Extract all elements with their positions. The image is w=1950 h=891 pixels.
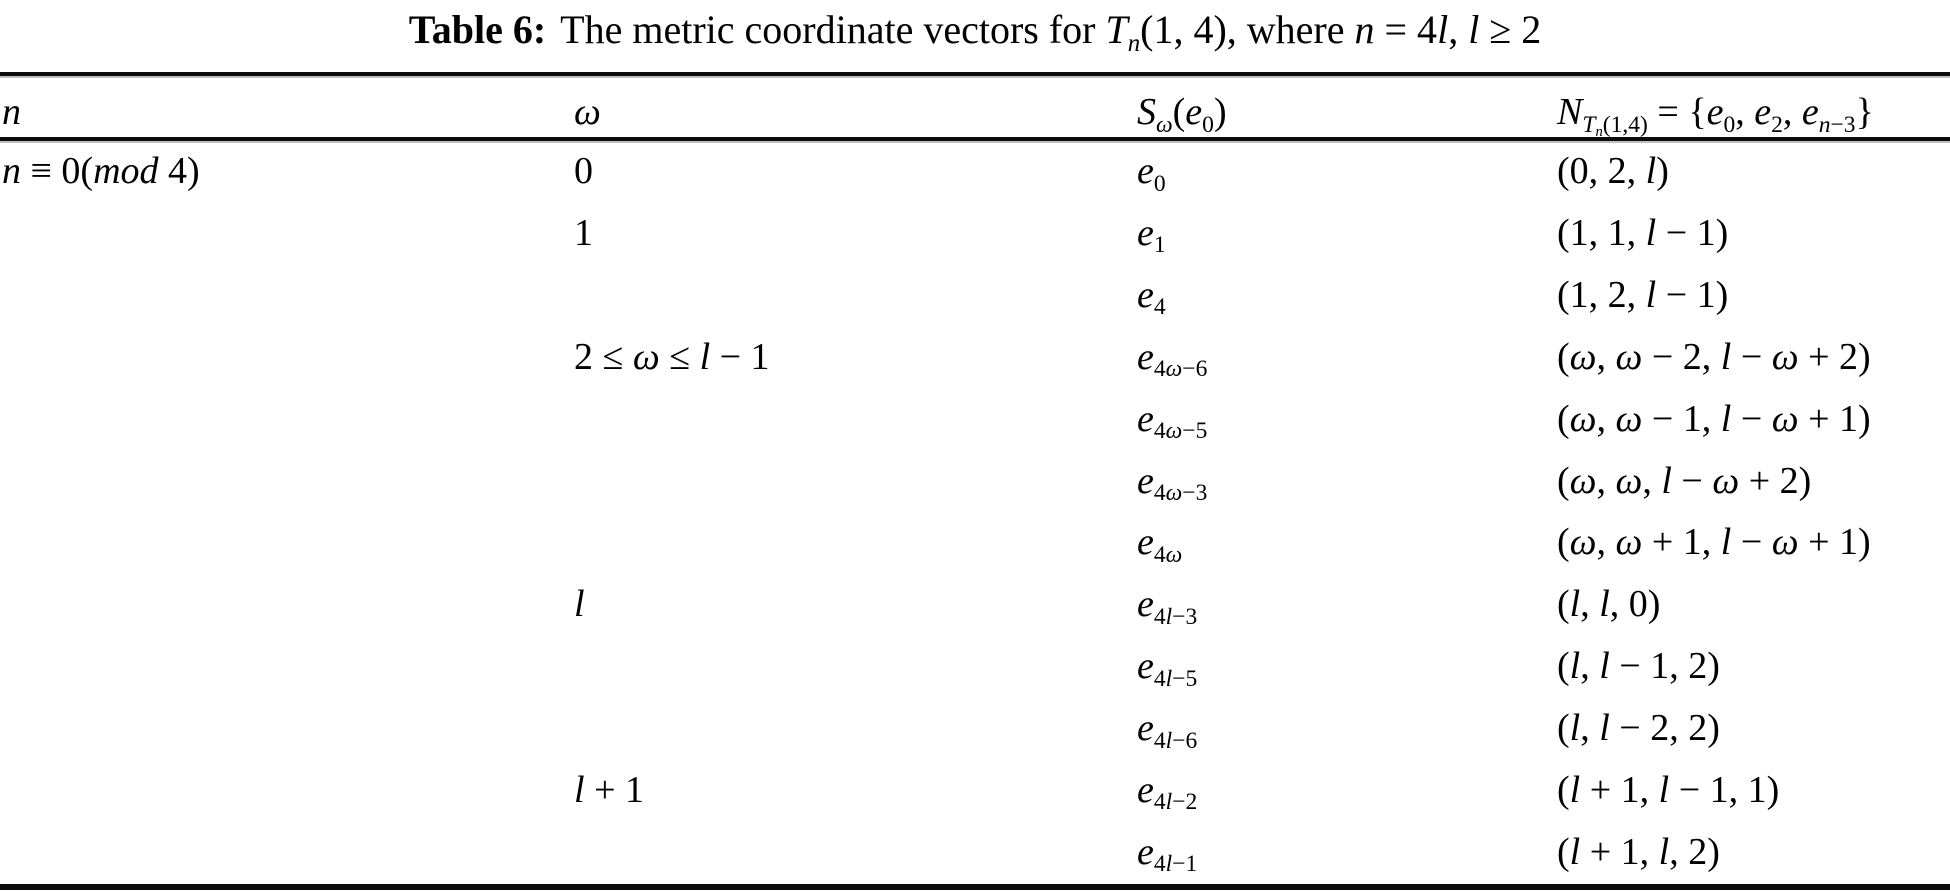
table-caption: Table 6: The metric coordinate vectors fo… bbox=[0, 1, 1950, 59]
table-cell-s-omega-e0: e4ω−5 bbox=[1137, 397, 1208, 445]
table-cell-metric-vector: (ω, ω + 1, l − ω + 1) bbox=[1557, 521, 1871, 564]
table-row: l + 1 e4l−2 (l + 1, l − 1, 1) bbox=[0, 760, 1950, 822]
table-cell-s-omega-e0: e4l−6 bbox=[1137, 707, 1198, 754]
table-row: e4l−5 (l, l − 1, 2) bbox=[0, 636, 1950, 698]
table-cell-metric-vector: (ω, ω − 1, l − ω + 1) bbox=[1557, 397, 1871, 440]
table-cell-metric-vector: (1, 2, l − 1) bbox=[1557, 273, 1729, 316]
table-row: e4 (1, 2, l − 1) bbox=[0, 265, 1950, 327]
table-row: e4l−1 (l + 1, l, 2) bbox=[0, 822, 1950, 884]
table-cell-s-omega-e0: e4l−2 bbox=[1137, 768, 1198, 816]
table-caption-label: Table 6: bbox=[408, 7, 547, 52]
table-row: e4ω−3 (ω, ω, l − ω + 2) bbox=[0, 450, 1950, 512]
table-cell-s-omega-e0: e4l−5 bbox=[1137, 645, 1198, 692]
column-header-metric-vector: NTn(1,4) = {e0, e2, en−3} bbox=[1557, 91, 1874, 141]
table-cell-metric-vector: (l + 1, l, 2) bbox=[1557, 830, 1720, 873]
table-top-rule bbox=[0, 72, 1950, 76]
table-cell-metric-vector: (1, 1, l − 1) bbox=[1557, 211, 1729, 254]
table-cell-s-omega-e0: e4ω bbox=[1137, 521, 1183, 568]
table-cell-s-omega-e0: e0 bbox=[1137, 150, 1166, 197]
table-header-row: n ω Sω(e0) NTn(1,4) = {e0, e2, en−3} bbox=[0, 76, 1950, 141]
table-cell-metric-vector: (l, l − 1, 2) bbox=[1557, 645, 1720, 688]
table-row: 2 ≤ ω ≤ l − 1 e4ω−6 (ω, ω − 2, l − ω + 2) bbox=[0, 327, 1950, 389]
table-caption-text: The metric coordinate vectors for Tn(1, … bbox=[560, 7, 1542, 57]
column-header-s-omega-e0: Sω(e0) bbox=[1137, 91, 1227, 138]
table-row: l e4l−3 (l, l, 0) bbox=[0, 574, 1950, 636]
table-cell-metric-vector: (ω, ω, l − ω + 2) bbox=[1557, 459, 1812, 502]
table-cell-metric-vector: (0, 2, l) bbox=[1557, 150, 1669, 193]
table-row: 1 e1 (1, 1, l − 1) bbox=[0, 203, 1950, 265]
table-cell-omega: 2 ≤ ω ≤ l − 1 bbox=[574, 335, 770, 378]
table-cell-metric-vector: (ω, ω − 2, l − ω + 2) bbox=[1557, 335, 1871, 378]
table-cell-s-omega-e0: e4 bbox=[1137, 273, 1166, 321]
table-cell-metric-vector: (l + 1, l − 1, 1) bbox=[1557, 768, 1780, 811]
table-cell-s-omega-e0: e1 bbox=[1137, 211, 1166, 259]
table-header-rule bbox=[0, 137, 1950, 141]
table-cell-s-omega-e0: e4ω−6 bbox=[1137, 335, 1208, 383]
table-row: e4l−6 (l, l − 2, 2) bbox=[0, 698, 1950, 760]
table-cell-n: n ≡ 0(mod 4) bbox=[2, 150, 200, 193]
table-row: n ≡ 0(mod 4) 0 e0 (0, 2, l) bbox=[0, 141, 1950, 203]
table-cell-s-omega-e0: e4l−1 bbox=[1137, 830, 1198, 878]
table-cell-s-omega-e0: e4ω−3 bbox=[1137, 459, 1208, 507]
table-cell-omega: 0 bbox=[574, 150, 593, 193]
column-header-omega: ω bbox=[574, 91, 601, 134]
table-cell-s-omega-e0: e4l−3 bbox=[1137, 583, 1198, 630]
table-cell-omega: l + 1 bbox=[574, 768, 644, 811]
table-cell-omega: l bbox=[574, 583, 585, 626]
table-row: e4ω (ω, ω + 1, l − ω + 1) bbox=[0, 512, 1950, 574]
table-bottom-rule bbox=[0, 884, 1950, 890]
table-row: e4ω−5 (ω, ω − 1, l − ω + 1) bbox=[0, 389, 1950, 451]
table-body: n ≡ 0(mod 4) 0 e0 (0, 2, l) 1 e1 (1, 1, l − 1)… bbox=[0, 141, 1950, 884]
table-cell-metric-vector: (l, l − 2, 2) bbox=[1557, 707, 1720, 750]
table-cell-metric-vector: (l, l, 0) bbox=[1557, 583, 1661, 626]
table-cell-omega: 1 bbox=[574, 211, 593, 254]
column-header-n: n bbox=[2, 91, 21, 134]
